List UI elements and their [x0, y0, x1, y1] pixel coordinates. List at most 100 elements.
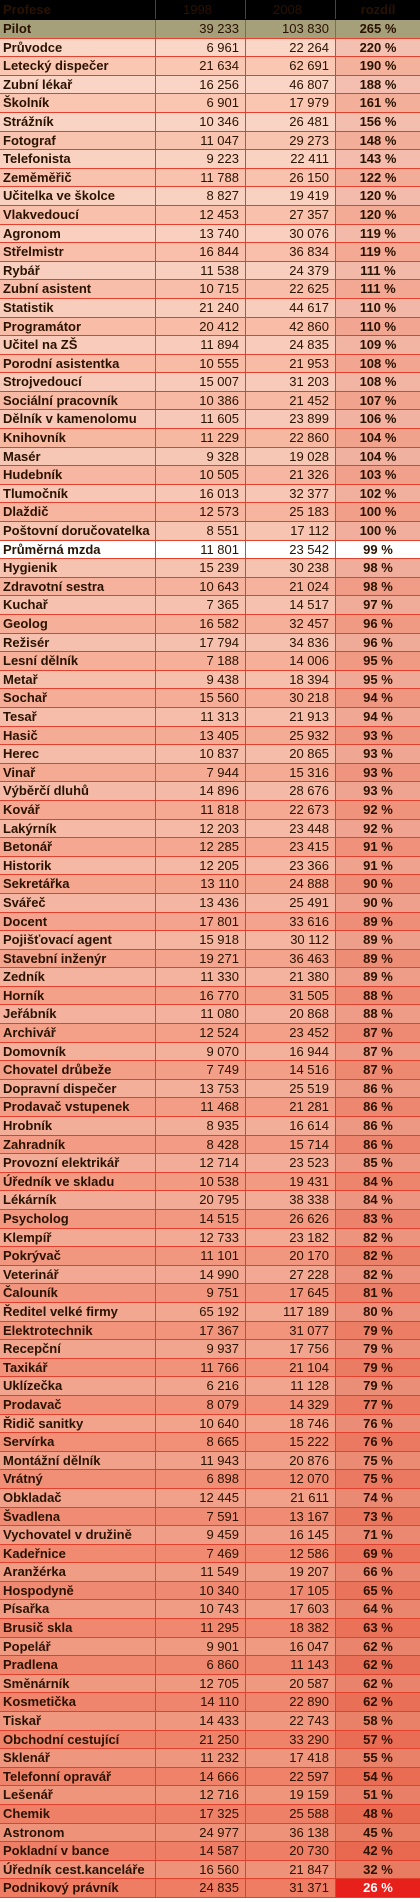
salary-1998: 11 818: [156, 800, 246, 819]
salary-1998: 11 605: [156, 410, 246, 429]
salary-1998: 21 634: [156, 57, 246, 75]
salary-2008: 22 597: [246, 1767, 336, 1786]
salary-2008: 23 542: [246, 540, 336, 559]
salary-2008: 12 070: [246, 1470, 336, 1488]
salary-1998: 7 188: [156, 652, 246, 670]
salary-2008: 19 207: [246, 1563, 336, 1581]
header-cell: Profese: [0, 0, 156, 19]
difference: 76 %: [336, 1433, 420, 1451]
salary-1998: 11 468: [156, 1098, 246, 1117]
salary-2008: 16 944: [246, 1042, 336, 1061]
salary-1998: 13 110: [156, 875, 246, 893]
salary-2008: 19 028: [246, 447, 336, 466]
salary-2008: 21 847: [246, 1860, 336, 1879]
table-row: Chemik 17 325 25 588 48 %: [0, 1805, 420, 1824]
table-row: Agronom 13 740 30 076 119 %: [0, 224, 420, 244]
table-row: Směnárník 12 705 20 587 62 %: [0, 1674, 420, 1694]
salary-1998: 12 524: [156, 1024, 246, 1042]
salary-2008: 16 614: [246, 1117, 336, 1135]
table-row: Provozní elektrikář 12 714 23 523 85 %: [0, 1154, 420, 1173]
salary-2008: 15 316: [246, 763, 336, 782]
salary-2008: 22 411: [246, 150, 336, 168]
table-row: Sochař 15 560 30 218 94 %: [0, 689, 420, 708]
salary-1998: 8 665: [156, 1433, 246, 1451]
difference: 93 %: [336, 763, 420, 782]
profession: Vlakvedoucí: [0, 205, 156, 224]
table-row: Zubní asistent 10 715 22 625 111 %: [0, 280, 420, 299]
difference: 104 %: [336, 429, 420, 447]
table-row: Učitelka ve školce 8 827 19 419 120 %: [0, 187, 420, 206]
profession: Pradlena: [0, 1656, 156, 1674]
difference: 83 %: [336, 1210, 420, 1228]
header-cell: rozdíl: [360, 2, 396, 17]
profession: Veterinář: [0, 1265, 156, 1284]
salary-1998: 11 080: [156, 1005, 246, 1024]
table-row: Astronom 24 977 36 138 45 %: [0, 1823, 420, 1843]
difference: 64 %: [336, 1600, 420, 1619]
salary-1998: 7 469: [156, 1544, 246, 1563]
salary-1998: 21 240: [156, 298, 246, 317]
salary-2008: 19 431: [246, 1172, 336, 1191]
profession: Knihovník: [0, 429, 156, 447]
salary-2008: 34 836: [246, 633, 336, 652]
difference: 89 %: [336, 912, 420, 931]
salary-2008: 17 603: [246, 1600, 336, 1619]
difference: 109 %: [336, 336, 420, 354]
difference: 63 %: [336, 1619, 420, 1637]
salary-2008: 30 112: [246, 931, 336, 949]
profession: Hudebník: [0, 466, 156, 484]
salary-2008: 31 203: [246, 373, 336, 391]
salary-2008: 103 830: [246, 20, 336, 38]
profession: Astronom: [0, 1823, 156, 1842]
table-row: Písařka 10 743 17 603 64 %: [0, 1600, 420, 1620]
difference: 80 %: [336, 1302, 420, 1321]
profession: Chemik: [0, 1805, 156, 1823]
salary-1998: 14 515: [156, 1210, 246, 1228]
table-row: Kuchař 7 365 14 517 97 %: [0, 596, 420, 615]
table-row: Podnikový právník 24 835 31 371 26 %: [0, 1879, 420, 1898]
profession: Agronom: [0, 224, 156, 243]
profession: Telefonní opravář: [0, 1767, 156, 1786]
difference: 122 %: [336, 168, 420, 187]
difference: 65 %: [336, 1581, 420, 1600]
difference: 26 %: [336, 1879, 420, 1897]
salary-2008: 21 611: [246, 1488, 336, 1507]
difference: 62 %: [336, 1693, 420, 1712]
table-row: Servírka 8 665 15 222 76 %: [0, 1433, 420, 1452]
salary-2008: 23 448: [246, 819, 336, 838]
table-row: Fotograf 11 047 29 273 148 %: [0, 131, 420, 151]
salary-2008: 16 047: [246, 1637, 336, 1656]
profession: Hrobník: [0, 1117, 156, 1135]
salary-1998: 16 256: [156, 75, 246, 94]
salary-1998: 9 459: [156, 1526, 246, 1544]
table-row: Obkladač 12 445 21 611 74 %: [0, 1488, 420, 1508]
salary-1998: 24 977: [156, 1823, 246, 1842]
difference: 88 %: [336, 1005, 420, 1024]
difference: 62 %: [336, 1656, 420, 1674]
salary-1998: 11 788: [156, 168, 246, 187]
profession: Švadlena: [0, 1507, 156, 1526]
table-row: Průměrná mzda 11 801 23 542 99 %: [0, 540, 420, 560]
salary-2008: 25 932: [246, 726, 336, 745]
header-cell: 1998: [156, 0, 246, 19]
profession: Tiskař: [0, 1712, 156, 1730]
salary-2008: 17 756: [246, 1340, 336, 1358]
salary-2008: 33 616: [246, 912, 336, 931]
salary-1998: 6 901: [156, 94, 246, 112]
salary-2008: 16 145: [246, 1526, 336, 1544]
table-row: Zeměměřič 11 788 26 150 122 %: [0, 168, 420, 188]
salary-1998: 17 367: [156, 1321, 246, 1340]
difference: 87 %: [336, 1024, 420, 1042]
table-row: Domovník 9 070 16 944 87 %: [0, 1042, 420, 1062]
profession: Masér: [0, 447, 156, 466]
table-row: Svářeč 13 436 25 491 90 %: [0, 893, 420, 913]
table-row: Programátor 20 412 42 860 110 %: [0, 317, 420, 337]
profession: Poštovní doručovatelka: [0, 522, 156, 540]
difference: 79 %: [336, 1340, 420, 1358]
table-row: Hasič 13 405 25 932 93 %: [0, 726, 420, 746]
difference: 71 %: [336, 1526, 420, 1544]
salary-1998: 21 250: [156, 1730, 246, 1749]
salary-2008: 32 457: [246, 615, 336, 633]
profession: Aranžérka: [0, 1563, 156, 1581]
table-row: Porodní asistentka 10 555 21 953 108 %: [0, 354, 420, 374]
